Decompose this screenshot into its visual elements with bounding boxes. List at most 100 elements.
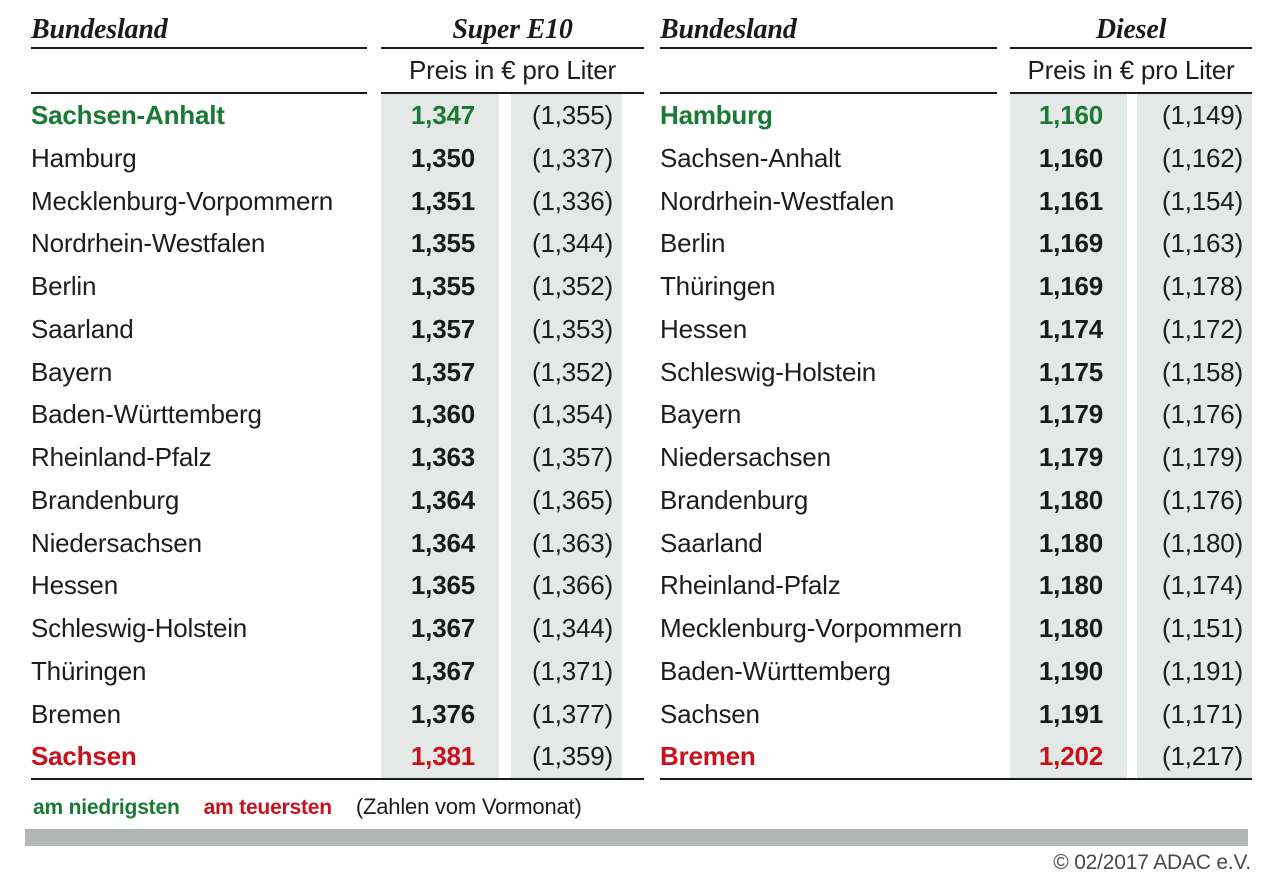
column-gap bbox=[1127, 564, 1137, 607]
price-unit-header: Preis in € pro Liter bbox=[1010, 49, 1252, 94]
previous-price: (1,179) bbox=[1137, 436, 1252, 479]
table-row: Brandenburg 1,364 (1,365) bbox=[31, 478, 644, 522]
state-name: Mecklenburg-Vorpommern bbox=[31, 185, 333, 216]
state-name: Hessen bbox=[31, 570, 118, 601]
footer-divider-bar bbox=[25, 829, 1248, 846]
table-row: Schleswig-Holstein 1,367 (1,344) bbox=[31, 607, 644, 650]
previous-price: (1,158) bbox=[1137, 350, 1252, 394]
current-price: 1,191 bbox=[1010, 692, 1127, 736]
column-gap bbox=[367, 479, 381, 522]
legend-highest-label: am teuersten bbox=[203, 796, 333, 819]
column-gap bbox=[499, 564, 511, 607]
subheader-spacer bbox=[660, 49, 997, 94]
column-gap bbox=[499, 137, 511, 180]
column-divider bbox=[997, 49, 1010, 94]
column-trail bbox=[622, 564, 644, 607]
table-header-row: Bundesland Diesel bbox=[660, 10, 1252, 49]
table-row: Mecklenburg-Vorpommern 1,180 (1,151) bbox=[660, 607, 1252, 650]
current-price: 1,169 bbox=[1010, 265, 1127, 308]
current-price: 1,175 bbox=[1010, 350, 1127, 394]
column-gap bbox=[997, 522, 1010, 565]
state-name: Brandenburg bbox=[660, 484, 809, 515]
current-price: 1,364 bbox=[381, 478, 499, 522]
column-gap bbox=[1127, 137, 1137, 180]
table-row: Baden-Württemberg 1,190 (1,191) bbox=[660, 649, 1252, 693]
previous-price: (1,174) bbox=[1137, 564, 1252, 607]
column-trail bbox=[622, 94, 644, 137]
table-row: Thüringen 1,169 (1,178) bbox=[660, 265, 1252, 308]
table-row: Sachsen 1,191 (1,171) bbox=[660, 692, 1252, 736]
previous-price: (1,180) bbox=[1137, 521, 1252, 565]
column-divider bbox=[997, 10, 1010, 49]
table-row: Thüringen 1,367 (1,371) bbox=[31, 649, 644, 693]
current-price: 1,355 bbox=[381, 222, 499, 265]
state-name: Hessen bbox=[660, 313, 747, 344]
column-gap bbox=[997, 650, 1010, 693]
column-gap bbox=[1127, 265, 1137, 308]
column-gap bbox=[367, 351, 381, 394]
state-name: Thüringen bbox=[660, 271, 776, 301]
column-gap bbox=[1127, 351, 1137, 394]
column-gap bbox=[499, 180, 511, 223]
previous-price: (1,355) bbox=[511, 94, 622, 137]
table-row: Sachsen-Anhalt 1,347 (1,355) bbox=[31, 94, 644, 137]
bundesland-column-header: Bundesland bbox=[31, 10, 367, 49]
previous-price: (1,154) bbox=[1137, 179, 1252, 223]
state-name: Bremen bbox=[31, 698, 121, 729]
current-price: 1,180 bbox=[1010, 607, 1127, 650]
current-price: 1,347 bbox=[381, 94, 499, 137]
previous-price: (1,172) bbox=[1137, 307, 1252, 351]
super-e10-table: Bundesland Super E10 Preis in € pro Lite… bbox=[31, 10, 644, 780]
column-gap bbox=[1127, 693, 1137, 736]
previous-price: (1,344) bbox=[511, 607, 622, 650]
column-gap bbox=[997, 735, 1010, 778]
state-name: Hamburg bbox=[31, 142, 137, 173]
column-gap bbox=[1127, 180, 1137, 223]
state-name: Sachsen bbox=[660, 698, 760, 729]
current-price: 1,381 bbox=[381, 735, 499, 778]
column-gap bbox=[997, 137, 1010, 180]
column-trail bbox=[622, 265, 644, 308]
previous-price: (1,162) bbox=[1137, 136, 1252, 180]
column-gap bbox=[1127, 522, 1137, 565]
column-trail bbox=[622, 308, 644, 351]
table-row: Bremen 1,202 (1,217) bbox=[660, 735, 1252, 778]
column-divider bbox=[367, 10, 381, 49]
column-gap bbox=[367, 564, 381, 607]
legend: am niedrigsten am teuersten (Zahlen vom … bbox=[33, 794, 582, 820]
column-gap bbox=[499, 308, 511, 351]
column-gap bbox=[499, 735, 511, 778]
column-trail bbox=[622, 650, 644, 693]
previous-price: (1,354) bbox=[511, 393, 622, 436]
previous-price: (1,365) bbox=[511, 478, 622, 522]
previous-price: (1,371) bbox=[511, 649, 622, 693]
fuel-type-header: Super E10 bbox=[381, 10, 644, 49]
column-gap bbox=[499, 351, 511, 394]
current-price: 1,364 bbox=[381, 521, 499, 565]
column-gap bbox=[997, 564, 1010, 607]
table-row: Bayern 1,179 (1,176) bbox=[660, 393, 1252, 436]
legend-previous-month-note: (Zahlen vom Vormonat) bbox=[355, 794, 582, 819]
legend-lowest-label: am niedrigsten bbox=[33, 796, 180, 819]
state-name: Baden-Württemberg bbox=[660, 655, 891, 686]
current-price: 1,360 bbox=[381, 393, 499, 436]
column-trail bbox=[622, 180, 644, 223]
current-price: 1,367 bbox=[381, 607, 499, 650]
current-price: 1,363 bbox=[381, 436, 499, 479]
column-gap bbox=[499, 265, 511, 308]
table-row: Berlin 1,169 (1,163) bbox=[660, 222, 1252, 265]
column-gap bbox=[367, 393, 381, 436]
table-row: Rheinland-Pfalz 1,363 (1,357) bbox=[31, 436, 644, 479]
current-price: 1,190 bbox=[1010, 649, 1127, 693]
state-name: Bremen bbox=[660, 741, 756, 772]
current-price: 1,357 bbox=[381, 307, 499, 351]
subheader-spacer bbox=[31, 49, 367, 94]
table-row: Sachsen-Anhalt 1,160 (1,162) bbox=[660, 136, 1252, 180]
column-gap bbox=[997, 436, 1010, 479]
previous-price: (1,377) bbox=[511, 692, 622, 736]
diesel-table: Bundesland Diesel Preis in € pro Liter H… bbox=[660, 10, 1252, 780]
column-gap bbox=[1127, 308, 1137, 351]
column-trail bbox=[622, 522, 644, 565]
previous-price: (1,359) bbox=[511, 735, 622, 778]
state-name: Sachsen-Anhalt bbox=[31, 100, 225, 130]
